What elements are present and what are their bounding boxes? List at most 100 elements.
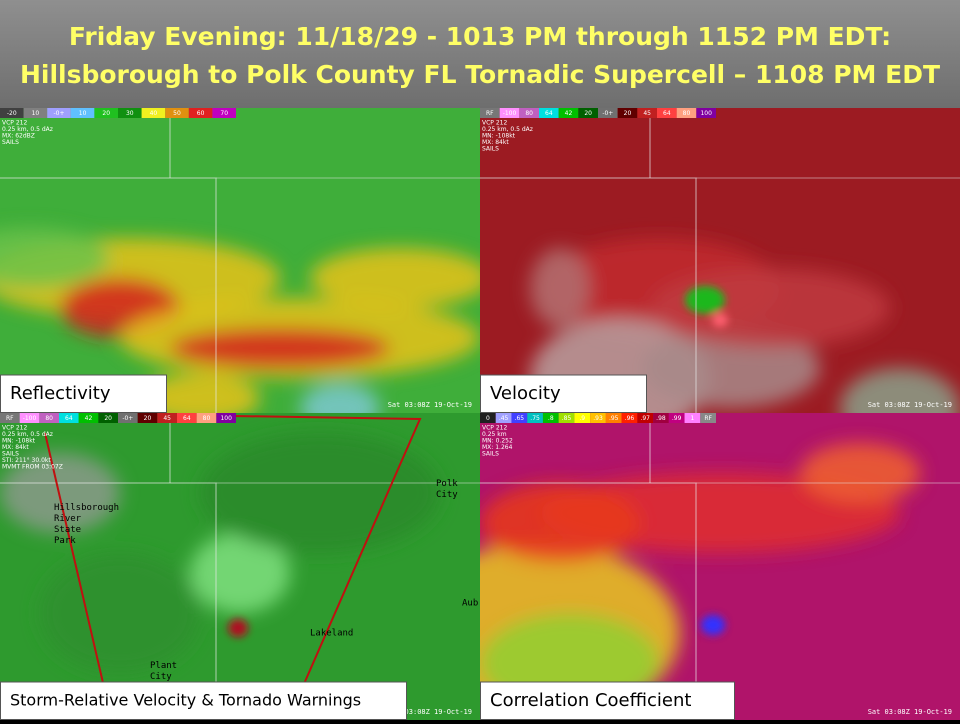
scale-swatch	[558, 413, 575, 423]
scale-swatch	[212, 108, 236, 118]
radar-panel: 0 .45 .65 .75 .8 .85 .9 .93 .95 .96 .97 .98 .99 1 RF VC…	[480, 413, 960, 720]
radar-info: VCP 212	[2, 425, 27, 432]
radar-info: SAILS	[482, 146, 499, 153]
scale-swatch	[696, 108, 716, 118]
scale-label: 40	[150, 110, 158, 117]
scale-swatch	[216, 413, 236, 423]
scale-label: .95	[609, 415, 619, 422]
scale-label: .9	[579, 415, 585, 422]
place-name: Plant City	[150, 661, 177, 682]
scale-swatch	[617, 108, 638, 118]
radar-info: 0.25 km, 0.5 dAz	[482, 126, 533, 133]
scale-swatch	[605, 413, 622, 423]
place-name: Lakeland	[310, 629, 353, 639]
scale-label: 30	[126, 110, 134, 117]
radar-echo	[480, 483, 640, 563]
radar-echo	[530, 248, 590, 328]
radar-echo	[190, 533, 290, 613]
outbound	[712, 313, 728, 327]
scale-label: .99	[672, 415, 682, 422]
debris	[701, 615, 725, 635]
scale-label: RF	[6, 415, 14, 422]
scale-label: 1	[690, 415, 694, 422]
radar-info: SAILS	[2, 451, 19, 458]
radar-echo	[840, 368, 960, 413]
place-names: Polk City Hillsborough River State Park Lakela…	[54, 479, 478, 682]
scale-swatch	[598, 108, 618, 118]
radar-info: STI: 211° 30.0kt	[2, 457, 51, 464]
scale-swatch	[511, 413, 528, 423]
scale-swatch	[94, 108, 118, 118]
radar-echo	[200, 433, 440, 553]
radar-info: MN: -108kt	[2, 438, 36, 445]
panel-label: Correlation Coefficient	[490, 690, 691, 711]
scale-swatch	[637, 108, 657, 118]
scale-label: 80	[525, 110, 533, 117]
scale-swatch	[578, 108, 598, 118]
scale-label: 64	[65, 415, 73, 422]
scale-swatch	[177, 413, 197, 423]
place-name: Polk City	[436, 479, 458, 500]
scale-label: -0+	[602, 110, 613, 117]
title-line: Friday Evening: 11/18/29 - 1013 PM throu…	[69, 22, 891, 51]
scale-label: RF	[486, 110, 494, 117]
scale-swatch	[495, 413, 512, 423]
panel-label-box	[480, 374, 647, 413]
panel-label: Reflectivity	[10, 383, 111, 404]
scale-swatch	[653, 413, 669, 423]
scale-swatch	[542, 413, 559, 423]
scale-swatch	[78, 413, 99, 423]
radar-echo	[40, 553, 200, 673]
radar-echo	[0, 228, 110, 288]
radar-info: VCP 212	[482, 425, 507, 432]
scale-label: .96	[625, 415, 635, 422]
radar-info: MVMT FROM 03:07Z	[2, 464, 63, 471]
scale-label: 50	[173, 110, 181, 117]
feature	[685, 286, 728, 327]
scale-swatch	[118, 108, 142, 118]
scale-label: -0+	[53, 110, 64, 117]
scale-swatch	[19, 413, 40, 423]
scale-swatch	[539, 108, 559, 118]
scale-label: .8	[548, 415, 554, 422]
scale-label: 20	[584, 110, 592, 117]
scale-label: -20	[7, 110, 17, 117]
scale-swatch	[188, 108, 213, 118]
panel-label-box	[480, 681, 735, 720]
header-band	[0, 0, 960, 108]
scale-label: 100	[700, 110, 712, 117]
radar-info: 0.25 km	[482, 431, 507, 438]
scale-swatch	[137, 413, 158, 423]
radar-info: 0.25 km, 0.5 dAz	[2, 126, 53, 133]
scale-swatch	[0, 108, 24, 118]
scale-label: 80	[683, 110, 691, 117]
scale-label: .97	[640, 415, 650, 422]
radar-echo	[0, 453, 120, 533]
feature	[701, 615, 725, 635]
panel-label-box	[0, 681, 407, 720]
radar-info: MN: -108kt	[482, 133, 516, 140]
scale-swatch	[558, 108, 579, 118]
scale-label: 20	[102, 110, 110, 117]
radar-info: VCP 212	[482, 120, 507, 127]
scale-swatch	[676, 108, 697, 118]
scale-swatch	[157, 413, 177, 423]
radar-info: 0.25 km, 0.5 dAz	[2, 431, 53, 438]
scale-label: 60	[197, 110, 205, 117]
scale-swatch	[480, 108, 500, 118]
couplet	[228, 619, 248, 637]
scale-swatch	[141, 108, 166, 118]
timestamp: Sat 03:08Z 19-Oct-19	[868, 401, 952, 409]
scale-label: 80	[203, 415, 211, 422]
scale-swatch	[23, 108, 48, 118]
scale-swatch	[196, 413, 217, 423]
scale-swatch	[574, 413, 591, 423]
scale-label: 100	[220, 415, 232, 422]
scale-swatch	[480, 413, 496, 423]
scale-label: .75	[530, 415, 540, 422]
scale-label: -100	[503, 110, 517, 117]
scale-label: 10	[79, 110, 87, 117]
